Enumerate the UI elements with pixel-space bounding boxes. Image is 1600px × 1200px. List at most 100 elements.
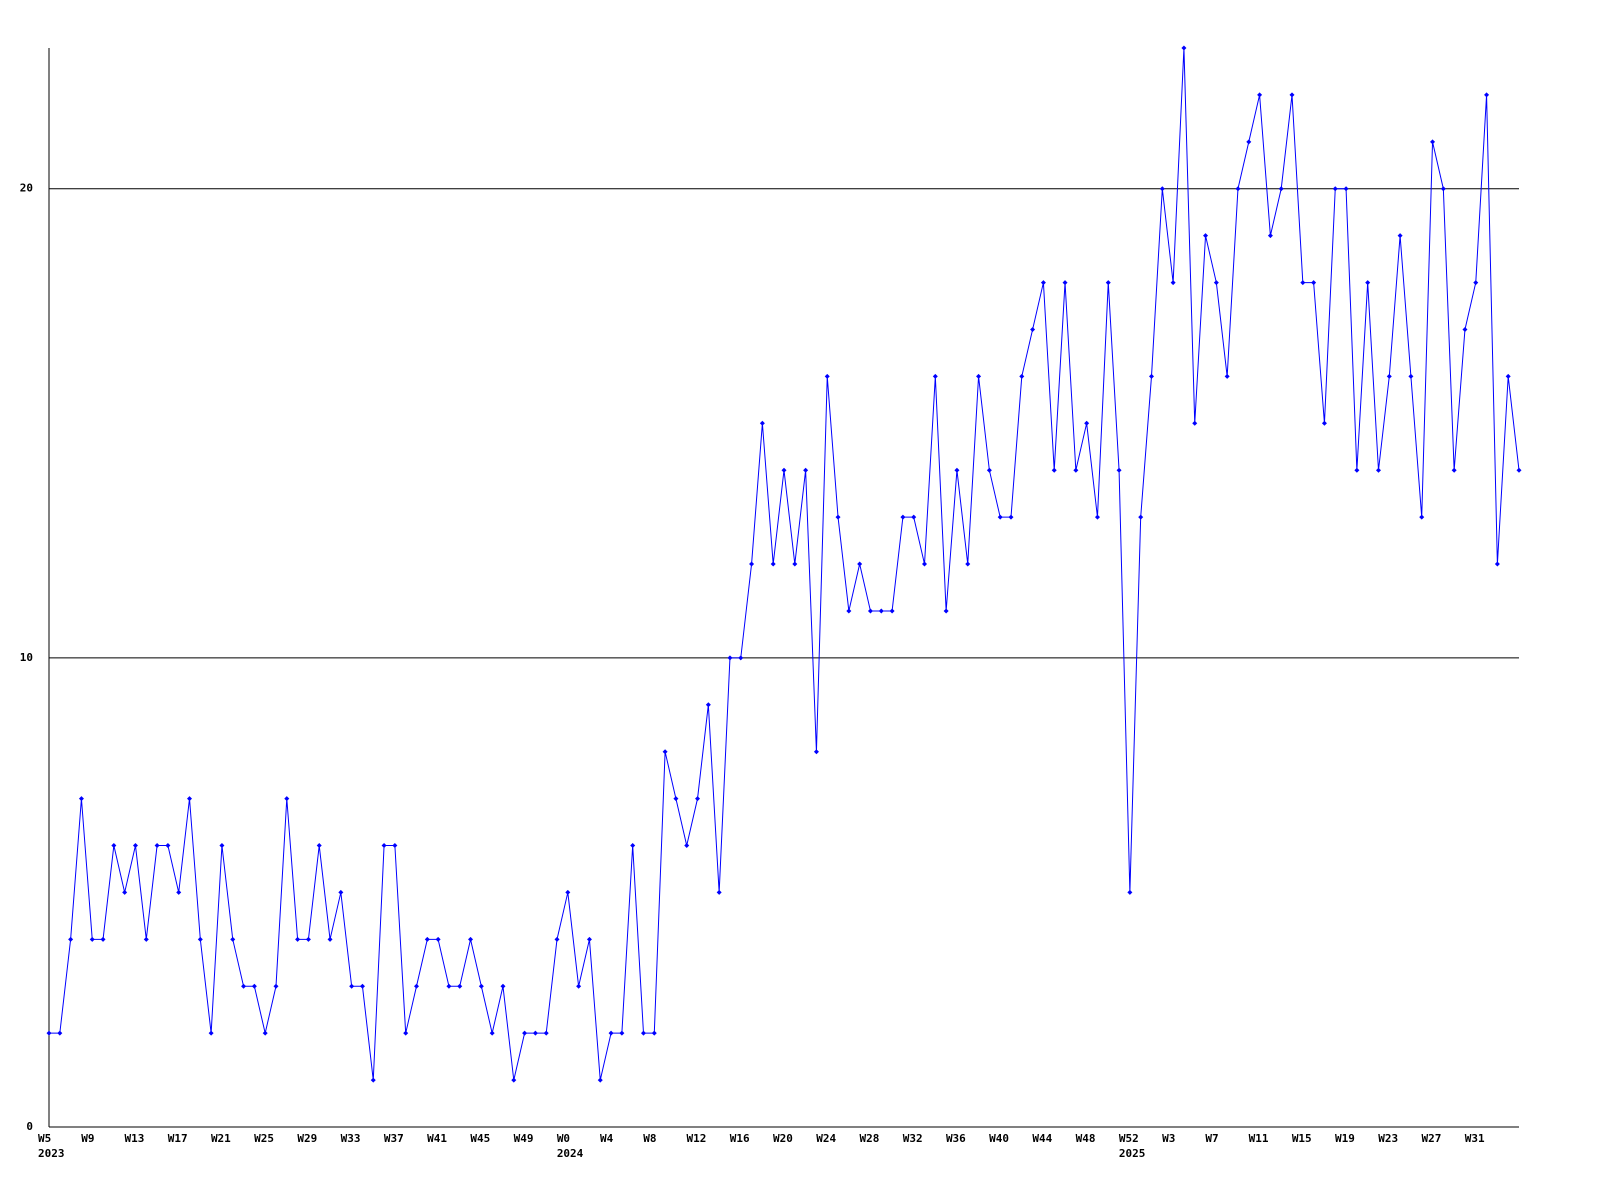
point — [900, 514, 906, 520]
point — [1159, 186, 1165, 192]
point — [932, 373, 938, 379]
point — [846, 608, 852, 614]
point — [251, 983, 257, 989]
point — [1300, 280, 1306, 286]
point — [1224, 373, 1230, 379]
point — [911, 514, 917, 520]
point — [1343, 186, 1349, 192]
point — [824, 373, 830, 379]
point — [640, 1030, 646, 1036]
point — [424, 936, 430, 942]
x-tick-label: W5 — [38, 1132, 51, 1145]
x-tick-label: W37 — [384, 1132, 404, 1145]
point — [1019, 373, 1025, 379]
point — [1192, 420, 1198, 426]
point — [1311, 280, 1317, 286]
point — [1008, 514, 1014, 520]
x-tick-label: W27 — [1422, 1132, 1442, 1145]
point — [1073, 467, 1079, 473]
x-tick-label: W33 — [341, 1132, 361, 1145]
point — [1332, 186, 1338, 192]
point — [565, 889, 571, 895]
point — [770, 561, 776, 567]
point — [954, 467, 960, 473]
point — [1246, 139, 1252, 145]
point — [176, 889, 182, 895]
point — [749, 561, 755, 567]
y-tick-label: 10 — [20, 651, 33, 664]
point — [187, 796, 193, 802]
x-tick-label: W7 — [1205, 1132, 1218, 1145]
point — [1138, 514, 1144, 520]
point — [965, 561, 971, 567]
point — [1170, 280, 1176, 286]
x-tick-label: W45 — [470, 1132, 490, 1145]
x-tick-label: W21 — [211, 1132, 231, 1145]
point — [132, 843, 138, 849]
point — [1267, 233, 1273, 239]
point — [381, 843, 387, 849]
y-tick-label: 0 — [26, 1120, 33, 1133]
point — [716, 889, 722, 895]
x-tick-label: W49 — [514, 1132, 534, 1145]
x-tick-label: W16 — [730, 1132, 750, 1145]
x-tick-label: W8 — [643, 1132, 656, 1145]
point — [1040, 280, 1046, 286]
point — [1084, 420, 1090, 426]
x-tick-label: W15 — [1292, 1132, 1312, 1145]
point — [1278, 186, 1284, 192]
x-tick-label: W29 — [297, 1132, 317, 1145]
point — [1516, 467, 1522, 473]
point — [446, 983, 452, 989]
point — [673, 796, 679, 802]
point — [1375, 467, 1381, 473]
point — [1094, 514, 1100, 520]
year-label: 2023 — [38, 1147, 65, 1160]
point — [986, 467, 992, 473]
point — [608, 1030, 614, 1036]
point — [262, 1030, 268, 1036]
point — [554, 936, 560, 942]
point — [867, 608, 873, 614]
point — [1354, 467, 1360, 473]
point — [1505, 373, 1511, 379]
point — [1430, 139, 1436, 145]
point — [284, 796, 290, 802]
point — [392, 843, 398, 849]
point — [576, 983, 582, 989]
point — [1451, 467, 1457, 473]
point — [922, 561, 928, 567]
point — [1149, 373, 1154, 379]
x-tick-label: W24 — [816, 1132, 836, 1145]
x-tick-label: W0 — [557, 1132, 570, 1145]
point — [295, 936, 301, 942]
x-tick-label: W36 — [946, 1132, 966, 1145]
point — [197, 936, 203, 942]
point — [403, 1030, 409, 1036]
point — [1127, 889, 1133, 895]
point — [143, 936, 149, 942]
point — [1105, 280, 1111, 286]
year-label: 2024 — [557, 1147, 584, 1160]
point — [1181, 45, 1187, 51]
point — [89, 936, 95, 942]
point — [327, 936, 333, 942]
point — [781, 467, 787, 473]
point — [738, 655, 744, 661]
point — [695, 796, 701, 802]
point — [1408, 373, 1414, 379]
point — [1365, 280, 1371, 286]
point — [619, 1030, 625, 1036]
point — [1484, 92, 1490, 98]
x-tick-label: W20 — [773, 1132, 793, 1145]
point — [68, 936, 74, 942]
point — [727, 655, 733, 661]
point — [111, 843, 117, 849]
point — [154, 843, 160, 849]
point — [1213, 280, 1219, 286]
point — [1203, 233, 1209, 239]
x-tick-label: W9 — [81, 1132, 94, 1145]
point — [543, 1030, 549, 1036]
